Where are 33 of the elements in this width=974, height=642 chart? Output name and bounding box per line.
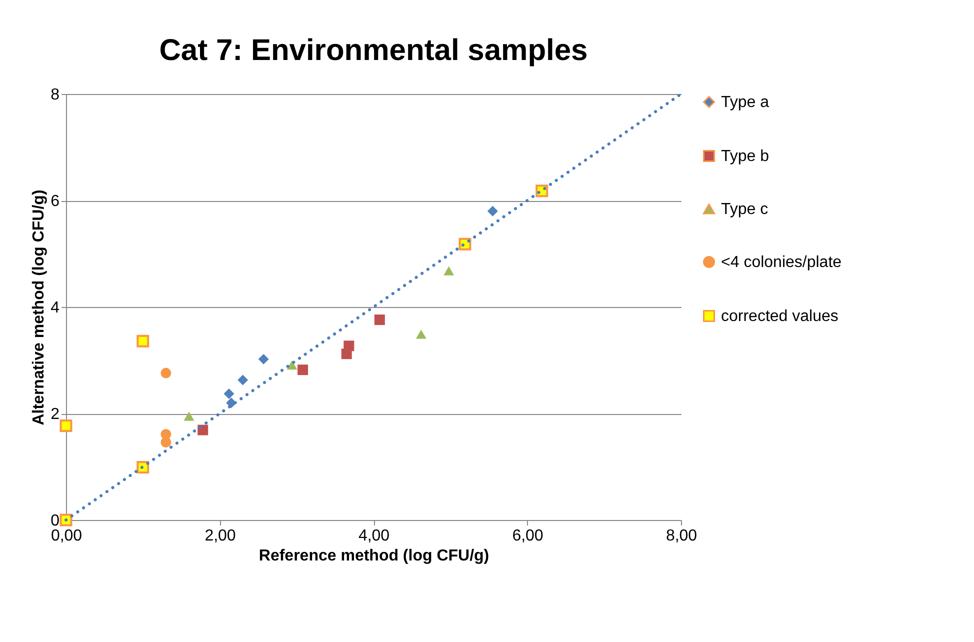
point: [487, 206, 498, 216]
point: [298, 364, 308, 376]
x-tick-label: 4,00: [358, 528, 390, 544]
point: [198, 424, 208, 436]
point: [224, 388, 234, 400]
legend-label: Type c: [721, 201, 768, 218]
point: [136, 334, 150, 348]
y-tick-label: 6: [50, 193, 60, 210]
y-tick-label: 0: [50, 512, 60, 530]
y-tick-label: 8: [50, 86, 60, 104]
point: [341, 348, 352, 360]
x-axis-title: Reference method (log CFU/g): [258, 548, 490, 564]
point: [374, 314, 385, 326]
x-tick-label: 8,00: [666, 528, 698, 544]
chart-title: Cat 7: Environmental samples: [159, 34, 588, 67]
x-tick-label: 2,00: [204, 528, 236, 544]
point: [238, 374, 248, 386]
point: [258, 354, 269, 364]
legend-label: Type b: [721, 148, 770, 165]
y-tick-label: 4: [50, 300, 60, 316]
legend-label: <4 colonies/plate: [721, 254, 842, 271]
y-axis-title: Alternative method (log CFU/g): [30, 190, 48, 426]
point: [60, 420, 72, 432]
point: [160, 368, 172, 378]
legend-label: Type a: [721, 94, 770, 111]
point: [160, 437, 172, 448]
point: [416, 330, 426, 339]
y-tick-label: 2: [50, 406, 60, 423]
legend-label: corrected values: [721, 308, 838, 325]
x-tick-label: 6,00: [512, 528, 544, 544]
x-tick-label: 0,00: [50, 528, 82, 544]
point: [444, 266, 454, 276]
point: [184, 412, 194, 421]
